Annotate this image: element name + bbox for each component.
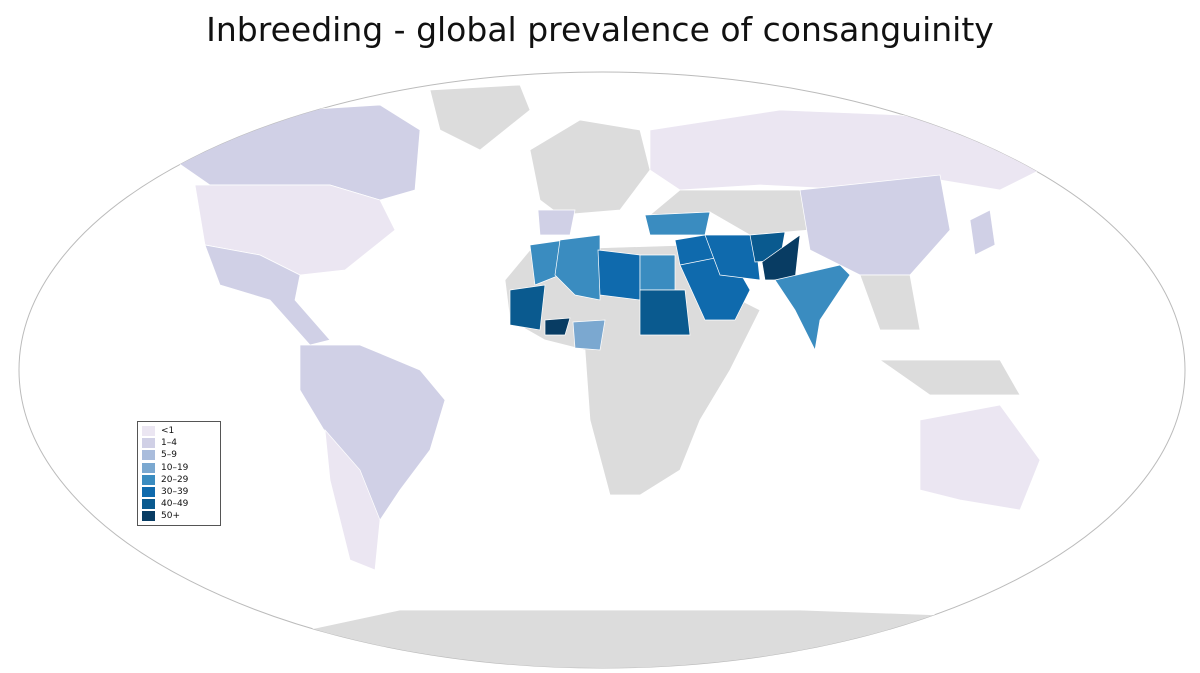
title: Inbreeding - global prevalence of consan… bbox=[206, 10, 994, 49]
legend-item: 40–49 bbox=[142, 498, 216, 510]
legend-label: 40–49 bbox=[161, 499, 189, 510]
legend-label: 50+ bbox=[161, 511, 180, 522]
legend-swatch bbox=[142, 487, 155, 498]
legend-swatch bbox=[142, 426, 155, 437]
legend-label: 10–19 bbox=[161, 462, 189, 473]
legend-item: 1–4 bbox=[142, 437, 216, 449]
legend-label: 20–29 bbox=[161, 474, 189, 485]
legend-item: 10–19 bbox=[142, 462, 216, 474]
legend-swatch bbox=[142, 438, 155, 449]
legend-swatch bbox=[142, 499, 155, 510]
legend-label: 1–4 bbox=[161, 438, 177, 449]
countries bbox=[144, 84, 1041, 668]
legend-label: <1 bbox=[161, 426, 175, 437]
legend-item: <1 bbox=[142, 425, 216, 437]
legend-item: 50+ bbox=[142, 510, 216, 522]
legend-swatch bbox=[142, 462, 155, 473]
legend: <1 1–4 5–9 10–19 20–29 30–39 40–49 50+ bbox=[137, 421, 221, 526]
legend-label: 30–39 bbox=[161, 487, 189, 498]
legend-swatch bbox=[142, 474, 155, 485]
legend-item: 20–29 bbox=[142, 474, 216, 486]
legend-item: 5–9 bbox=[142, 449, 216, 461]
legend-item: 30–39 bbox=[142, 486, 216, 498]
legend-label: 5–9 bbox=[161, 450, 177, 461]
legend-swatch bbox=[142, 511, 155, 522]
legend-swatch bbox=[142, 450, 155, 461]
